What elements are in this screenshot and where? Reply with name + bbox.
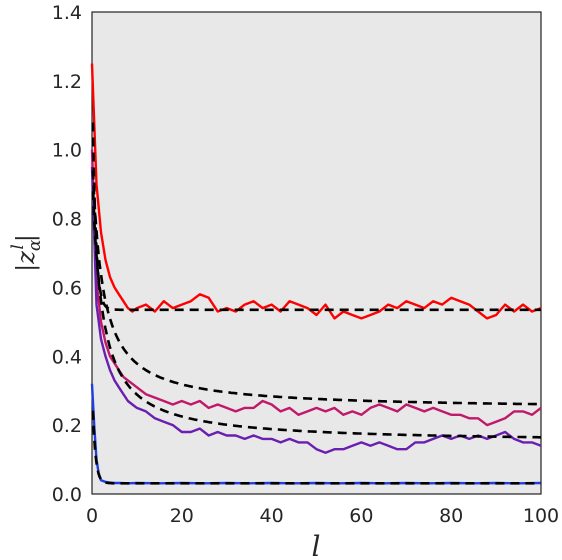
fit-line-4 [91,410,541,485]
x-tick-label: 60 [349,505,373,527]
y-tick-label: 0.6 [52,277,82,299]
plot-area [91,11,542,495]
y-tick-label: 1.4 [52,2,82,24]
y-tick-label: 0.0 [52,484,82,506]
y-axis-label: |zαl | [8,234,45,272]
y-tick-label: 0.4 [52,346,82,368]
x-tick-label: 0 [86,505,98,527]
fit-line-3 [91,191,541,439]
y-tick-label: 0.2 [52,415,82,437]
y-axis-label-sup: l [8,244,28,249]
fit-line-1 [91,122,541,312]
y-axis-label-close: | [12,234,41,242]
x-axis-label: l [312,530,321,560]
x-tick-label: 80 [439,505,463,527]
y-tick-labels: 0.0 0.2 0.4 0.6 0.8 1.0 1.2 1.4 [52,2,82,506]
x-tick-label: 40 [260,505,284,527]
y-tick-label: 0.8 [52,209,82,231]
x-tick-labels: 0 20 40 60 80 100 [86,505,559,527]
x-tick-label: 100 [523,505,559,527]
x-tick-label: 20 [170,505,194,527]
series-line-2 [90,149,542,427]
y-axis-label-main: |z [12,251,41,272]
y-tick-label: 1.2 [52,71,82,93]
fit-layer [91,122,541,485]
y-tick-label: 1.0 [52,140,82,162]
y-axis-label-sub: α [25,239,45,251]
svg-text:|zαl|: |zαl | [8,234,45,272]
